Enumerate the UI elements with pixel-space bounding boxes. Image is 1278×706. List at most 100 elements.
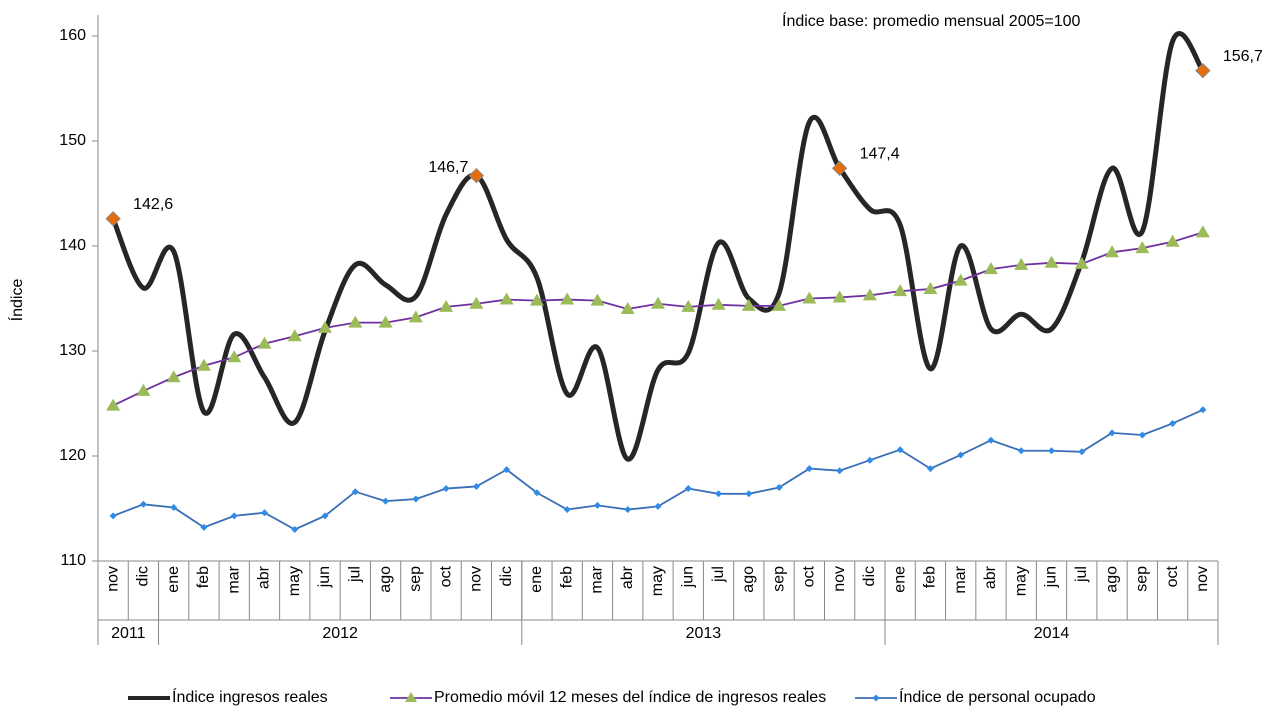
x-tick-label: feb (558, 566, 575, 588)
marker (260, 509, 268, 517)
x-tick-label: mar (225, 565, 242, 593)
data-label: 147,4 (860, 146, 900, 163)
marker (291, 526, 299, 533)
marker (651, 296, 665, 309)
x-tick-label: ene (165, 566, 182, 593)
series-line (112, 231, 1204, 407)
marker (745, 490, 753, 498)
marker (503, 466, 511, 474)
marker (957, 451, 965, 459)
data-label: 142,6 (133, 196, 173, 213)
marker (926, 465, 934, 473)
marker (1074, 256, 1089, 269)
y-tick-label: 150 (59, 132, 86, 149)
legend-label: Índice de personal ocupado (899, 687, 1096, 706)
marker (1135, 241, 1150, 254)
x-tick-label: oct (1164, 565, 1181, 587)
marker (318, 320, 333, 333)
year-label: 2012 (322, 625, 358, 642)
y-tick-label: 160 (59, 27, 86, 44)
x-tick-label: jul (710, 566, 727, 583)
marker (1195, 225, 1210, 238)
marker (408, 310, 423, 323)
marker (866, 456, 874, 464)
marker (620, 302, 635, 314)
marker (805, 465, 813, 473)
marker (772, 298, 787, 311)
marker (105, 210, 121, 227)
marker (681, 299, 696, 312)
marker (832, 290, 847, 303)
marker (109, 512, 117, 520)
annotation: Índice base: promedio mensual 2005=100 (782, 11, 1081, 30)
marker (836, 467, 844, 475)
x-tick-label: dic (135, 566, 152, 586)
year-label: 2014 (1034, 625, 1070, 642)
marker (136, 383, 151, 396)
x-tick-label: may (649, 566, 666, 596)
marker (775, 484, 783, 491)
marker (684, 485, 692, 493)
x-tick-label: sep (770, 566, 787, 592)
marker (321, 512, 329, 520)
x-tick-label: jun (679, 566, 696, 588)
marker (230, 512, 238, 520)
x-tick-label: may (286, 566, 303, 596)
series-line (112, 408, 1204, 531)
x-tick-label: oct (801, 565, 818, 587)
marker (533, 489, 541, 497)
marker (1105, 245, 1120, 258)
year-label: 2011 (111, 625, 146, 642)
marker (166, 370, 181, 383)
marker (196, 358, 211, 371)
marker (472, 482, 480, 490)
marker (590, 293, 605, 306)
x-tick-label: sep (1134, 566, 1151, 592)
x-tick-label: abr (256, 565, 273, 589)
marker (227, 350, 242, 363)
x-tick-label: dic (498, 566, 515, 586)
marker (1014, 257, 1029, 270)
marker (348, 315, 363, 328)
x-tick-label: abr (982, 565, 999, 589)
marker (715, 490, 723, 498)
y-tick-label: 140 (59, 237, 86, 254)
marker (1044, 255, 1059, 268)
marker (1195, 62, 1211, 79)
x-tick-label: nov (104, 566, 121, 592)
marker (953, 273, 968, 286)
x-tick-label: oct (437, 565, 454, 587)
marker (896, 446, 904, 454)
x-tick-label: dic (861, 566, 878, 586)
marker (106, 398, 121, 411)
marker (711, 297, 726, 310)
marker (287, 329, 302, 342)
marker (1078, 448, 1086, 456)
marker (831, 160, 848, 177)
marker (412, 495, 420, 503)
series-line (110, 31, 1205, 462)
x-tick-label: ene (891, 566, 908, 593)
marker (624, 506, 632, 514)
marker (560, 292, 575, 305)
x-tick-label: jul (347, 566, 364, 583)
x-tick-label: mar (952, 565, 969, 593)
marker (468, 167, 485, 184)
marker (893, 284, 908, 297)
marker (741, 298, 756, 311)
year-label: 2013 (686, 625, 722, 642)
x-tick-label: jun (316, 566, 333, 588)
marker (1169, 419, 1177, 427)
marker (200, 523, 208, 531)
marker (654, 502, 662, 510)
marker (382, 497, 390, 505)
x-tick-label: ago (1103, 566, 1120, 593)
marker (351, 488, 359, 496)
marker (139, 500, 147, 508)
x-tick-label: mar (589, 565, 606, 593)
marker (987, 436, 995, 444)
marker (1108, 429, 1116, 437)
marker (442, 485, 450, 493)
marker (923, 282, 938, 295)
marker (1199, 406, 1207, 414)
